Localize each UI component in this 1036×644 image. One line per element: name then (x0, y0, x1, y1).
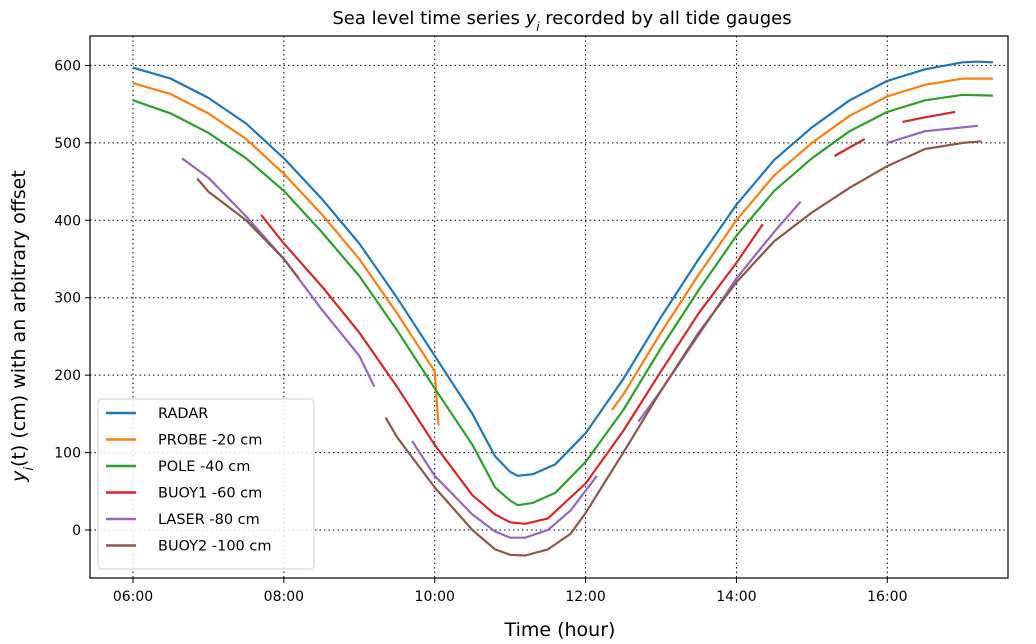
x-tick-label: 08:00 (264, 589, 304, 605)
series-line-pole-segment-1 (132, 93, 993, 507)
series-line-laser-segment-4 (886, 124, 978, 144)
series-line-radar-segment-1 (132, 60, 993, 477)
x-tick-label: 16:00 (867, 589, 907, 605)
legend: RADAR PROBE -20 cm POLE -40 cm BUOY1 -60 cm… (97, 398, 315, 570)
y-tick-label: 600 (54, 58, 81, 74)
x-tick-label: 10:00 (415, 589, 455, 605)
legend-label-buoy1: BUOY1 -60 cm (158, 486, 262, 502)
series-line-buoy1-segment-2 (833, 138, 866, 157)
x-tick-label: 06:00 (113, 589, 153, 605)
legend-label-buoy2: BUOY2 -100 cm (158, 539, 272, 555)
series-line-buoy1-segment-1 (260, 214, 764, 525)
y-tick-label: 400 (54, 213, 81, 229)
axis-ticks: 06:00 08:00 10:00 12:00 14:00 16:00 0 100 200 300… (54, 58, 907, 605)
y-tick-label: 500 (54, 136, 81, 152)
series-line-probe-segment-2 (611, 77, 993, 411)
x-tick-label: 12:00 (565, 589, 605, 605)
legend-box (97, 398, 315, 570)
y-axis-label: yi(t) (cm) with an arbitrary offset (8, 170, 37, 483)
y-tick-label: 0 (72, 523, 81, 539)
y-tick-label: 300 (54, 291, 81, 307)
series-line-laser-segment-2 (411, 440, 598, 539)
series-layer (132, 60, 993, 557)
series-line-buoy1-segment-3 (902, 110, 956, 123)
plot-area-frame (89, 35, 1009, 579)
x-axis-label: Time (hour) (504, 619, 616, 641)
legend-label-radar: RADAR (158, 406, 208, 422)
y-tick-label: 200 (54, 368, 81, 384)
y-tick-label: 100 (54, 446, 81, 462)
chart-title: Sea level time series yi recorded by all… (332, 8, 791, 34)
series-line-probe-segment-1 (132, 82, 440, 426)
series-line-buoy2-segment-2 (384, 140, 982, 557)
legend-label-pole: POLE -40 cm (158, 459, 250, 475)
legend-label-probe: PROBE -20 cm (158, 433, 262, 449)
x-tick-label: 14:00 (716, 589, 756, 605)
legend-label-laser: LASER -80 cm (158, 512, 260, 528)
series-line-buoy2-segment-1 (196, 177, 300, 280)
